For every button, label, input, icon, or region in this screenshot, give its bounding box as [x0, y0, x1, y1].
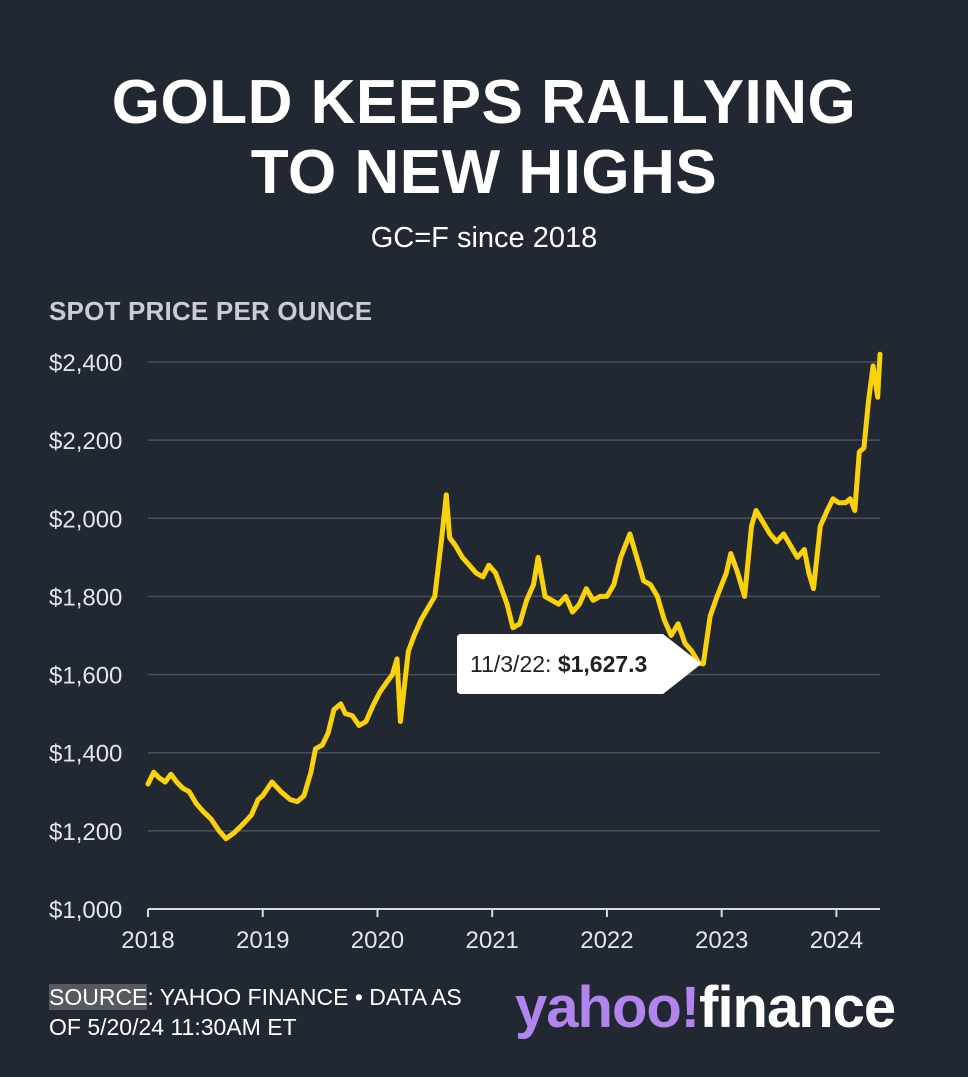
y-tick-label: $1,000 [49, 897, 122, 924]
annotation-value: $1,627.3 [558, 651, 648, 677]
y-tick-label: $2,000 [49, 506, 122, 533]
x-tick-label: 2021 [466, 927, 519, 954]
y-tick-label: $1,600 [49, 663, 122, 690]
y-tick-label: $1,400 [49, 741, 122, 768]
chart-title: GOLD KEEPS RALLYING TO NEW HIGHS [0, 68, 968, 208]
x-tick-label: 2020 [351, 927, 404, 954]
logo-finance: finance [699, 975, 896, 1040]
annotation-text: 11/3/22: $1,627.3 [470, 651, 647, 677]
logo-yahoo: yahoo! [515, 975, 700, 1040]
y-tick-label: $2,200 [49, 428, 122, 455]
y-tick-label: $1,200 [49, 819, 122, 846]
source-text: : YAHOO FINANCE • DATA AS OF 5/20/24 11:… [49, 984, 462, 1040]
source-note: SOURCE: YAHOO FINANCE • DATA AS OF 5/20/… [49, 982, 499, 1042]
yahoo-finance-logo: yahoo!finance [515, 975, 896, 1041]
x-tick-label: 2018 [121, 927, 174, 954]
annotation-callout [457, 634, 702, 694]
y-axis-label: SPOT PRICE PER OUNCE [49, 296, 373, 326]
x-tick-label: 2024 [810, 927, 863, 954]
chart-subtitle: GC=F since 2018 [370, 222, 598, 254]
x-tick-label: 2023 [695, 927, 748, 954]
y-tick-label: $2,400 [49, 350, 122, 377]
annotation-date: 11/3/22: [470, 651, 558, 677]
gold-price-line [145, 351, 883, 842]
title-line-1: GOLD KEEPS RALLYING [111, 68, 857, 137]
x-tick-label: 2022 [580, 927, 633, 954]
y-tick-label: $1,800 [49, 584, 122, 611]
source-label: SOURCE [49, 984, 148, 1010]
x-tick-label: 2019 [236, 927, 289, 954]
title-line-2: TO NEW HIGHS [250, 138, 718, 207]
price-chart: $1,000 $1,200 $1,400 $1,600 $1,800 $2,000 $2,2… [49, 350, 883, 954]
